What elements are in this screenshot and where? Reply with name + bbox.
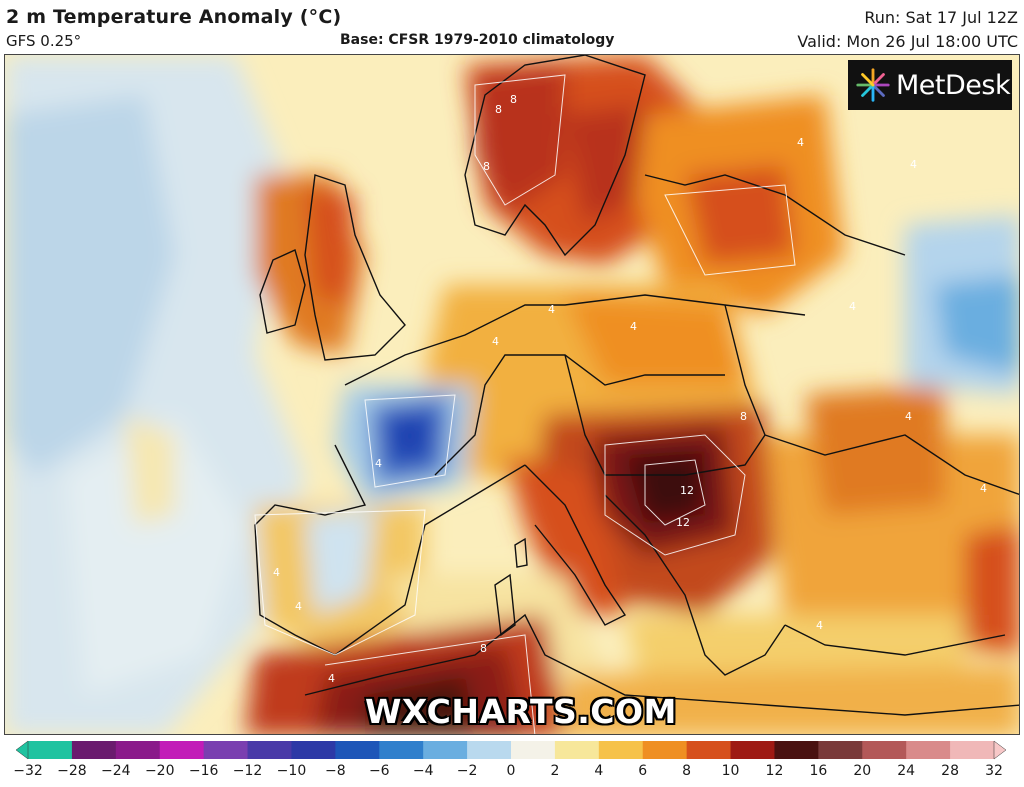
model-label: GFS 0.25° xyxy=(6,32,82,50)
colorbar-tick-label: 32 xyxy=(985,763,1003,779)
colorbar-tick-label: 24 xyxy=(897,763,916,779)
colorbar-tick-label: 0 xyxy=(506,763,516,779)
colorbar-tick-label: −12 xyxy=(232,763,263,779)
valid-time-label: Valid: Mon 26 Jul 18:00 UTC xyxy=(797,32,1018,51)
colorbar-segment xyxy=(730,741,776,759)
colorbar-segment xyxy=(862,741,907,759)
coastlines xyxy=(254,55,1019,716)
colorbar-segment xyxy=(379,741,424,759)
colorbar-segment xyxy=(28,741,73,759)
colorbar-tick-labels: −32 −28 −24 −20 −16 −12 −10 −8 −6 −4 −2 0 2 4 6 8 10 12 16… xyxy=(0,763,1024,783)
colorbar-segment xyxy=(203,741,249,759)
colorbar-tick-label: 16 xyxy=(809,763,828,779)
colorbar-segment xyxy=(511,741,556,759)
colorbar-segment xyxy=(335,741,380,759)
contour-lines xyxy=(254,74,796,734)
colorbar-segment xyxy=(906,741,951,759)
colorbar xyxy=(16,740,1006,760)
colorbar-tick-label: −6 xyxy=(368,763,390,779)
chart-header: 2 m Temperature Anomaly (°C) GFS 0.25° B… xyxy=(0,0,1024,54)
anomaly-field xyxy=(5,55,1019,734)
metdesk-logo: MetDesk xyxy=(848,60,1012,110)
colorbar-segment xyxy=(686,741,732,759)
colorbar-segment xyxy=(554,741,600,759)
colorbar-segment xyxy=(247,741,293,759)
colorbar-tick-label: 8 xyxy=(682,763,692,779)
metdesk-starburst-icon xyxy=(856,68,890,102)
colorbar-left-arrow xyxy=(16,740,29,760)
chart-title: 2 m Temperature Anomaly (°C) xyxy=(6,6,342,28)
anomaly-map xyxy=(4,54,1020,735)
colorbar-segment xyxy=(291,741,336,759)
colorbar-tick-label: 10 xyxy=(721,763,740,779)
colorbar-tick-label: 28 xyxy=(941,763,959,779)
colorbar-segment xyxy=(950,741,995,759)
metdesk-logo-text: MetDesk xyxy=(896,69,1011,101)
colorbar-segment xyxy=(598,741,644,759)
colorbar-tick-label: −28 xyxy=(57,763,87,779)
colorbar-segment xyxy=(818,741,863,759)
climatology-base-label: Base: CFSR 1979-2010 climatology xyxy=(340,32,615,48)
colorbar-tick-label: 6 xyxy=(638,763,648,779)
colorbar-segment xyxy=(423,741,468,759)
colorbar-segment xyxy=(115,741,161,759)
colorbar-segment xyxy=(467,741,512,759)
colorbar-segment xyxy=(159,741,205,759)
colorbar-tick-label: −8 xyxy=(325,763,346,779)
colorbar-tick-label: −10 xyxy=(276,763,307,779)
colorbar-tick-label: −32 xyxy=(13,763,43,779)
colorbar-tick-label: −2 xyxy=(456,763,478,779)
colorbar-tick-label: −20 xyxy=(144,763,175,779)
colorbar-segment xyxy=(71,741,117,759)
colorbar-tick-label: 4 xyxy=(594,763,604,779)
colorbar-segment xyxy=(774,741,819,759)
colorbar-tick-label: −16 xyxy=(188,763,219,779)
colorbar-segment xyxy=(642,741,688,759)
colorbar-tick-label: 20 xyxy=(853,763,872,779)
colorbar-right-arrow xyxy=(993,740,1006,760)
colorbar-tick-label: −24 xyxy=(101,763,131,779)
colorbar-tick-label: −4 xyxy=(412,763,434,779)
run-time-label: Run: Sat 17 Jul 12Z xyxy=(864,8,1018,27)
map-canvas xyxy=(5,55,1019,734)
wxcharts-watermark: WXCHARTS.COM xyxy=(365,692,677,731)
colorbar-tick-label: 2 xyxy=(550,763,560,779)
colorbar-tick-label: 12 xyxy=(765,763,784,779)
